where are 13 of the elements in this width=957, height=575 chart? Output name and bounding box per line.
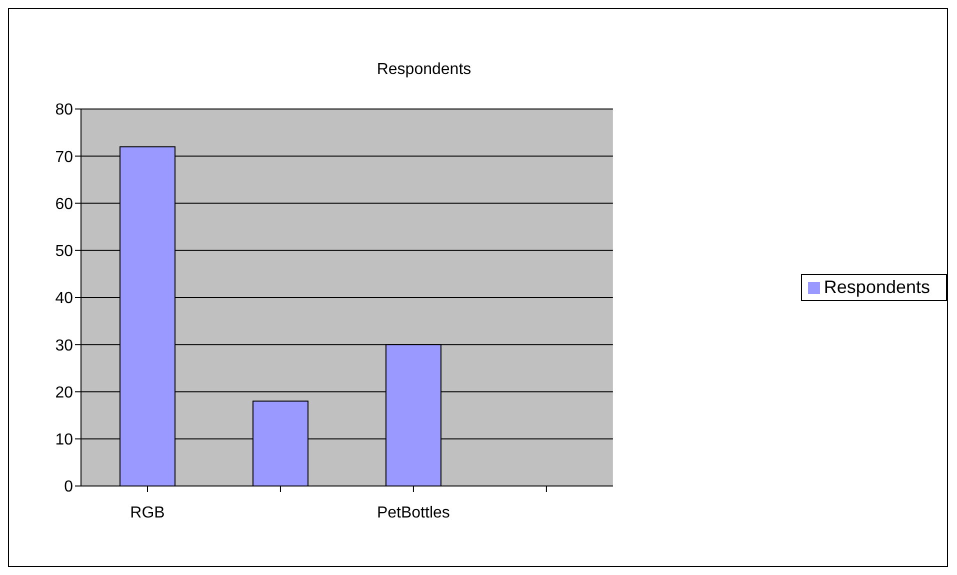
x-tick-label: RGB [130,504,165,522]
y-tick-label: 40 [55,290,74,308]
y-tick-label: 20 [55,384,74,402]
legend-label: Respondents [824,277,930,297]
y-tick-label: 70 [55,148,74,166]
x-tick-label: PetBottles [376,504,450,522]
y-tick-label: 50 [55,243,74,260]
y-tick-label: 0 [64,478,74,496]
y-tick-label: 60 [55,196,74,213]
y-tick-label: 80 [55,102,74,119]
chart-title: Respondents [376,61,472,79]
y-tick-label: 10 [55,432,74,449]
y-tick-label: 30 [55,337,74,354]
